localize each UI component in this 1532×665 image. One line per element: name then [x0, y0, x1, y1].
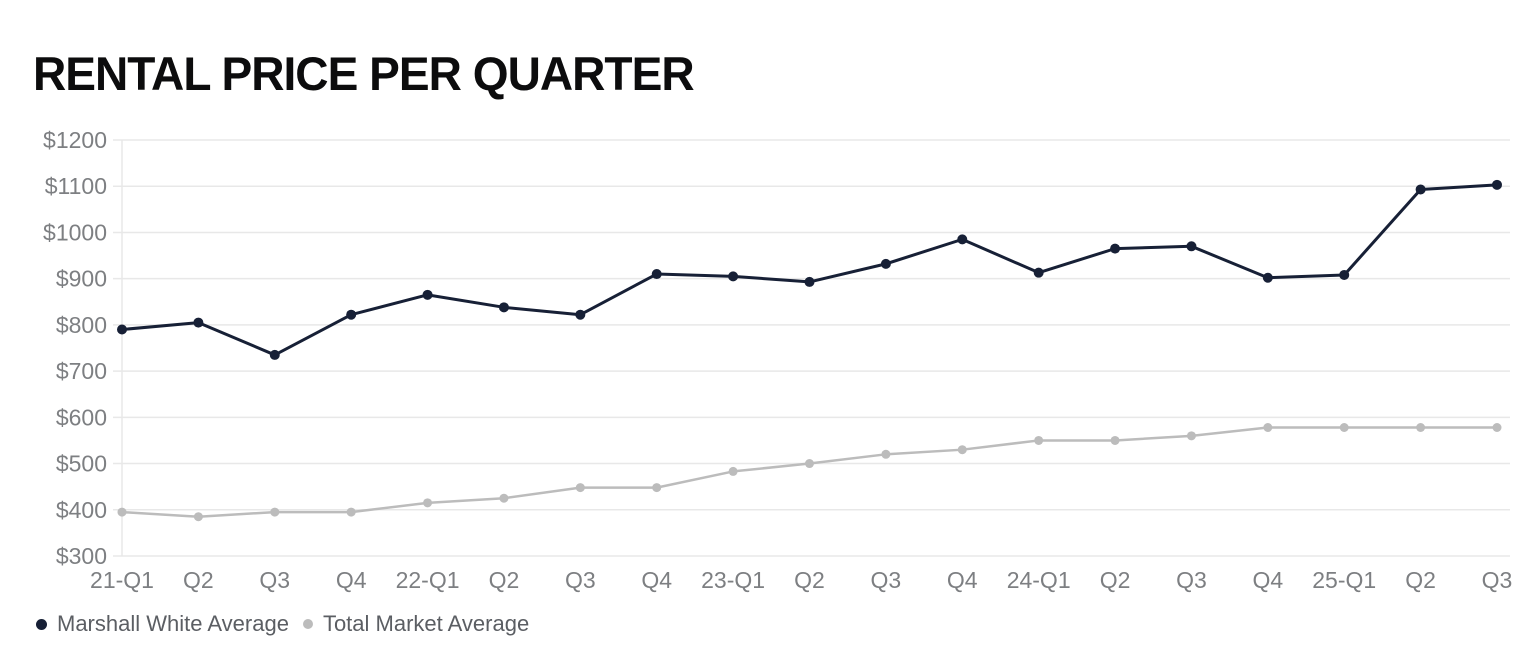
data-point-total-market: [1263, 423, 1273, 433]
series-line-total-market: [120, 426, 1499, 518]
x-axis-tick-label: 21-Q1: [90, 567, 154, 593]
x-axis-tick-label: Q2: [794, 567, 825, 593]
x-axis-tick-label: Q3: [871, 567, 902, 593]
chart-legend: Marshall White Average Total Market Aver…: [36, 611, 529, 637]
x-axis-tick-label: Q2: [1100, 567, 1131, 593]
chart-title: RENTAL PRICE PER QUARTER: [33, 47, 695, 100]
data-point-total-market: [728, 466, 738, 476]
y-axis-tick-label: $500: [56, 451, 107, 477]
x-axis-tick-label: Q3: [259, 567, 290, 593]
x-axis-tick-label: Q3: [565, 567, 596, 593]
data-point-marshall-white: [269, 349, 280, 360]
data-point-marshall-white: [193, 317, 204, 328]
data-point-marshall-white: [1033, 267, 1044, 278]
y-axis-tick-label: $1000: [43, 219, 107, 245]
x-axis-tick-label: Q2: [1405, 567, 1436, 593]
data-point-total-market: [575, 483, 585, 493]
y-axis-tick-label: $800: [56, 312, 107, 338]
x-axis-tick-label: 23-Q1: [701, 567, 765, 593]
x-axis-tick-label: 25-Q1: [1312, 567, 1376, 593]
data-point-total-market: [1492, 423, 1502, 433]
data-point-marshall-white: [804, 276, 815, 287]
x-axis-tick-label: Q4: [336, 567, 367, 593]
data-point-marshall-white: [957, 234, 968, 245]
x-axis-tick-label: Q4: [641, 567, 672, 593]
x-axis-tick-label: Q3: [1482, 567, 1513, 593]
series-line-marshall-white: [120, 183, 1499, 357]
data-point-total-market: [881, 449, 891, 459]
y-axis-tick-label: $700: [56, 358, 107, 384]
x-axis-tick-label: Q2: [489, 567, 520, 593]
data-point-total-market: [1034, 435, 1044, 445]
y-axis-tick-label: $400: [56, 497, 107, 523]
data-point-total-market: [652, 483, 662, 493]
data-point-marshall-white: [1262, 272, 1273, 283]
data-point-marshall-white: [880, 258, 891, 269]
data-point-total-market: [423, 498, 433, 508]
data-point-total-market: [270, 507, 280, 517]
data-point-marshall-white: [422, 289, 433, 300]
y-axis-tick-label: $1200: [43, 127, 107, 153]
data-point-total-market: [117, 507, 127, 517]
data-point-total-market: [1339, 423, 1349, 433]
data-point-marshall-white: [498, 302, 509, 313]
data-point-marshall-white: [1186, 241, 1197, 252]
x-axis-tick-label: 24-Q1: [1007, 567, 1071, 593]
y-axis-tick-label: $600: [56, 404, 107, 430]
data-point-total-market: [1186, 431, 1196, 441]
legend-label-marshall-white: Marshall White Average: [57, 611, 289, 636]
data-point-marshall-white: [651, 269, 662, 280]
x-axis-tick-label: Q3: [1176, 567, 1207, 593]
legend-label-total-market: Total Market Average: [322, 611, 530, 636]
data-point-total-market: [1110, 435, 1120, 445]
y-axis-tick-label: $300: [56, 543, 107, 569]
legend-item-marshall-white[interactable]: Marshall White Average: [36, 611, 289, 637]
data-point-marshall-white: [346, 309, 357, 320]
y-axis-tick-label: $900: [56, 266, 107, 292]
x-axis-tick-label: Q4: [1252, 567, 1283, 593]
data-point-total-market: [957, 445, 967, 455]
data-point-marshall-white: [1339, 269, 1350, 280]
x-axis-tick-label: Q2: [183, 567, 214, 593]
legend-item-total-market[interactable]: Total Market Average: [302, 611, 530, 637]
data-point-marshall-white: [1492, 179, 1502, 190]
y-axis-tick-label: $1100: [45, 173, 107, 199]
data-point-marshall-white: [728, 271, 739, 282]
legend-marker-marshall-white-icon: [36, 618, 47, 630]
legend-marker-total-market-icon: [302, 619, 313, 629]
data-point-marshall-white: [1110, 243, 1121, 254]
data-point-total-market: [193, 512, 203, 522]
x-axis-tick-label: 22-Q1: [396, 567, 460, 593]
data-point-total-market: [499, 493, 509, 503]
data-point-total-market: [805, 459, 814, 469]
data-point-total-market: [1416, 423, 1426, 433]
data-point-marshall-white: [575, 309, 586, 320]
x-axis-tick-label: Q4: [947, 567, 978, 593]
data-point-marshall-white: [117, 324, 127, 335]
data-point-total-market: [346, 507, 356, 517]
data-point-marshall-white: [1415, 184, 1426, 195]
